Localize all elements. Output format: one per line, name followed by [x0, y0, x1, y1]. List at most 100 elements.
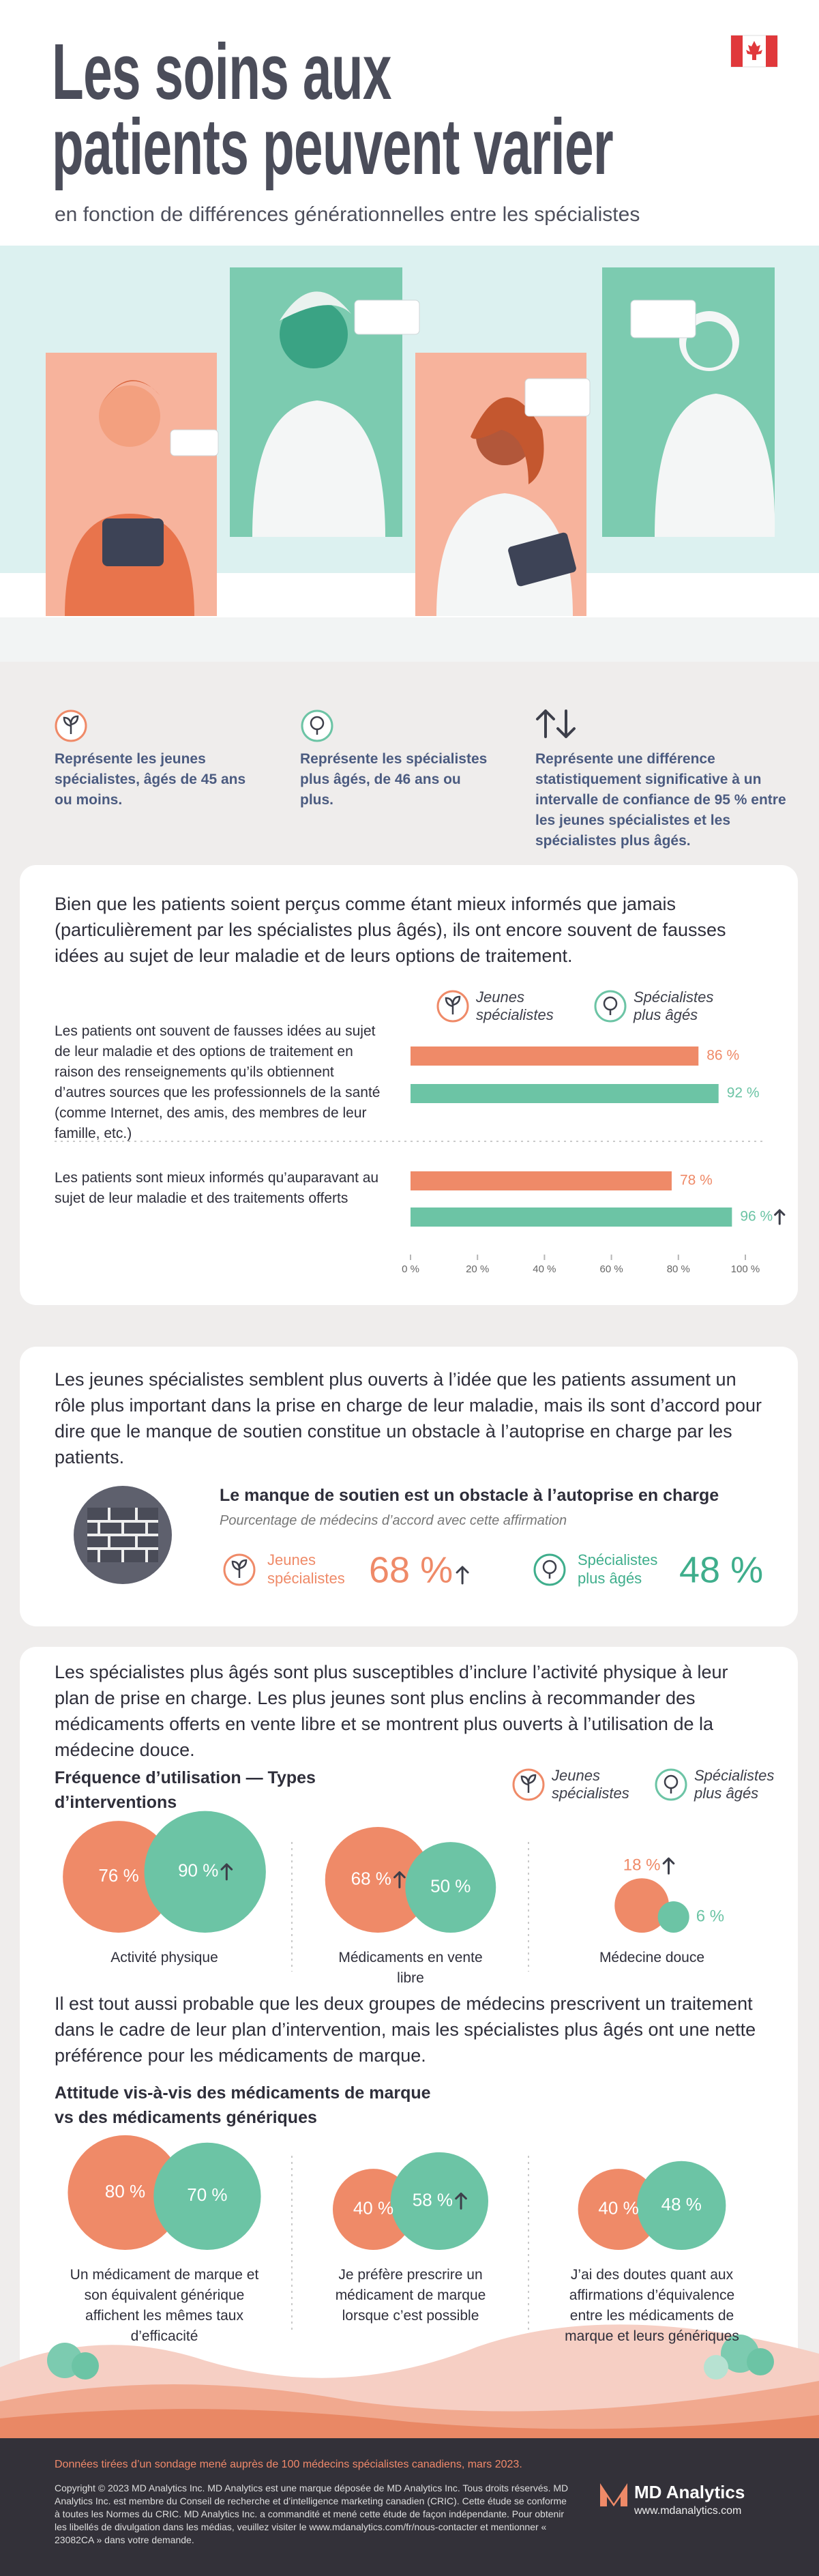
icon-ring: [301, 709, 333, 742]
category-label: Médicaments en vente libre: [338, 1950, 483, 1986]
young-icon: [436, 990, 469, 1023]
value-label: 6 %: [696, 1907, 724, 1925]
stat-value: 48 %: [679, 1549, 763, 1590]
paragraph: Les jeunes spécialistes semblent plus ou…: [55, 1369, 762, 1467]
icon-shape: [520, 1774, 537, 1793]
card: [20, 1347, 798, 1626]
paragraph: Il est tout aussi probable que les deux …: [55, 1993, 756, 2066]
brand: MD Analytics: [634, 2482, 745, 2502]
bubble: [637, 2161, 726, 2251]
x-tick-label: 60 %: [599, 1263, 623, 1275]
icon-shape: [63, 715, 79, 734]
bar: [411, 1171, 672, 1190]
legend-text: Représente les jeunes spécialistes, âgés…: [55, 751, 246, 808]
arrow-shape: [220, 1863, 233, 1881]
value-label: 48 %: [661, 2194, 702, 2214]
bubble: [144, 1811, 266, 1933]
value-label: 50 %: [430, 1875, 471, 1896]
series-label: Spécialistes plus âgés: [578, 1551, 658, 1587]
brick-icon: [74, 1486, 172, 1584]
icon-ring: [655, 1768, 687, 1801]
x-tick-label: 80 %: [667, 1263, 690, 1275]
value-label: 86 %: [706, 1048, 739, 1064]
icon-ring: [533, 1553, 566, 1586]
value-label: 68 %: [351, 1868, 391, 1888]
significance-arrow: [662, 1857, 675, 1875]
category-label: Activité physique: [110, 1950, 218, 1965]
bar: [411, 1208, 732, 1227]
category-label: Les patients ont souvent de fausses idée…: [55, 1023, 381, 1141]
value-label: 76 %: [98, 1865, 138, 1886]
young-icon: [55, 709, 87, 742]
arrow-shape: [662, 1857, 675, 1875]
legend-text: Représente une différence statistiquemen…: [535, 751, 786, 849]
x-tick-label: 40 %: [533, 1263, 556, 1275]
legend-label: Spécialistes plus âgés: [634, 989, 714, 1023]
significance-icon: [536, 709, 576, 738]
landscape: [0, 2324, 819, 2438]
illustration: [0, 246, 819, 662]
category-label: J’ai des doutes quant aux affirmations d…: [565, 2267, 739, 2344]
bubble: [657, 1901, 689, 1933]
chart-title: Fréquence d’utilisation — Types d’interv…: [55, 1768, 316, 1812]
bubble: [325, 1826, 431, 1933]
legend-text: Représente les spécialistes plus âgés, d…: [300, 751, 488, 808]
arrow-shape: [774, 1209, 786, 1225]
chart-subtitle: Pourcentage de médecins d’accord avec ce…: [220, 1513, 567, 1528]
x-tick-label: 0 %: [402, 1263, 419, 1275]
bubble: [63, 1821, 175, 1933]
chart-title: Le manque de soutien est un obstacle à l…: [220, 1486, 719, 1505]
bubble: [405, 1842, 496, 1933]
icon-shape: [445, 995, 461, 1014]
logo: [600, 2483, 627, 2506]
x-tick-label: 20 %: [466, 1263, 489, 1275]
significance-arrow: [774, 1209, 786, 1225]
source-note: Données tirées d’un sondage mené auprès …: [55, 2459, 522, 2470]
category-label: Je préfère prescrire un médicament de ma…: [335, 2267, 486, 2324]
bar: [411, 1046, 699, 1066]
x-tick-label: 100 %: [731, 1263, 760, 1275]
paragraph: Bien que les patients soient perçus comm…: [55, 894, 726, 966]
older-icon: [655, 1768, 687, 1801]
young-icon: [223, 1553, 256, 1586]
value-label: 80 %: [105, 2181, 145, 2201]
significance-arrow: [393, 1871, 406, 1888]
category-label: Un médicament de marque et son équivalen…: [70, 2267, 259, 2344]
legend-label: Jeunes spécialistes: [552, 1767, 629, 1802]
value-label: 40 %: [353, 2197, 393, 2218]
bubble: [390, 2152, 489, 2250]
older-icon: [533, 1553, 566, 1586]
title: Les soins aux patients peuvent varier: [52, 27, 614, 191]
significance-arrow: [456, 1566, 469, 1585]
bubble: [614, 1878, 670, 1933]
older-icon: [301, 709, 333, 742]
arrow-shape: [393, 1871, 406, 1888]
bubble: [578, 2169, 659, 2250]
older-icon: [594, 990, 627, 1023]
flag: [730, 35, 778, 68]
category-label: Médecine douce: [599, 1950, 705, 1965]
series-label: Jeunes spécialistes: [267, 1551, 345, 1587]
footer-background: [0, 2438, 819, 2576]
value-label: 70 %: [187, 2184, 227, 2205]
bubble: [68, 2135, 183, 2250]
arrow-shape: [455, 2192, 467, 2210]
subtitle: en fonction de différences générationnel…: [55, 203, 640, 226]
value-label: 96 %: [740, 1209, 773, 1225]
significance-arrow: [220, 1863, 233, 1881]
value-label: 92 %: [727, 1085, 760, 1101]
website: www.mdanalytics.com: [634, 2505, 742, 2517]
legend-label: Jeunes spécialistes: [476, 989, 554, 1023]
category-label: Les patients sont mieux informés qu’aupa…: [55, 1170, 379, 1206]
paragraph: Les spécialistes plus âgés sont plus sus…: [55, 1662, 728, 1760]
copyright: Copyright © 2023 MD Analytics Inc. MD An…: [55, 2483, 569, 2545]
value-label: 40 %: [598, 2197, 638, 2218]
bubble: [153, 2142, 261, 2250]
value-label: 90 %: [178, 1860, 218, 1881]
stat-value: 68 %: [369, 1549, 453, 1590]
legend-label: Spécialistes plus âgés: [694, 1767, 775, 1802]
icon-shape: [231, 1559, 248, 1578]
